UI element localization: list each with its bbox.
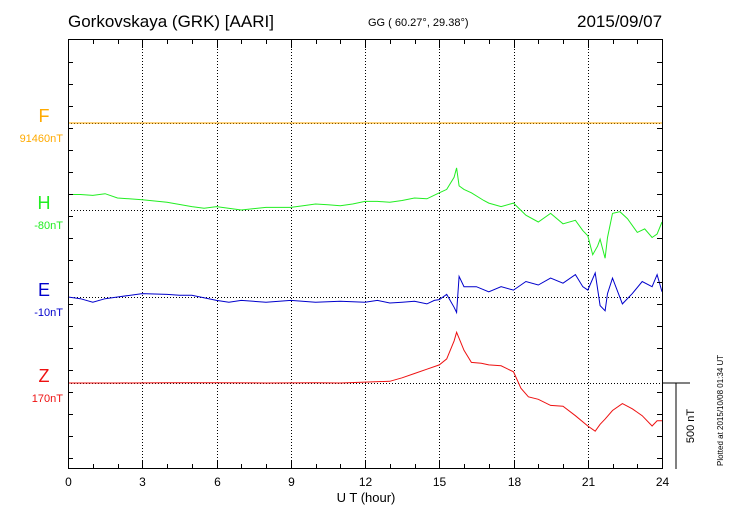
x-tick-label: 24	[656, 475, 670, 489]
plotted-timestamp: Plotted at 2015/10/08 01:34 UT	[716, 354, 725, 466]
series-name-z: Z	[39, 366, 50, 386]
plot-frame	[68, 39, 663, 469]
scale-bar: 500 nT	[662, 382, 697, 469]
chart-date: 2015/09/07	[577, 12, 663, 31]
x-tick-label: 3	[139, 475, 146, 489]
series-baseline-z: 170nT	[32, 393, 63, 405]
series-group: F 91460nT H -80nT E -10nT Z 170nT	[20, 106, 663, 432]
series-line-h	[68, 167, 663, 259]
x-tick-label: 21	[582, 475, 596, 489]
x-tick-label: 0	[65, 475, 72, 489]
series-name-h: H	[38, 193, 51, 213]
series-line-z	[68, 330, 662, 432]
x-tick-label: 9	[288, 475, 295, 489]
series-baseline-f: 91460nT	[20, 133, 64, 145]
x-tick-label: 12	[359, 475, 373, 489]
scale-bar-label: 500 nT	[685, 409, 697, 444]
grid-lines	[142, 40, 589, 468]
series-name-e: E	[38, 280, 50, 300]
x-tick-label: 18	[508, 475, 522, 489]
station-coordinates: GG ( 60.27°, 29.38°)	[368, 17, 469, 29]
x-tick-label: 15	[433, 475, 447, 489]
x-axis-label: U T (hour)	[337, 490, 396, 505]
series-line-e	[67, 271, 663, 315]
axis-ticks: 0 3 6 9 12 15 18 21 24	[65, 40, 669, 489]
x-tick-label: 6	[214, 475, 221, 489]
series-baseline-h: -80nT	[34, 220, 63, 232]
series-baseline-e: -10nT	[34, 307, 63, 319]
series-name-f: F	[39, 106, 50, 126]
page-title: Gorkovskaya (GRK) [AARI]	[68, 12, 274, 31]
